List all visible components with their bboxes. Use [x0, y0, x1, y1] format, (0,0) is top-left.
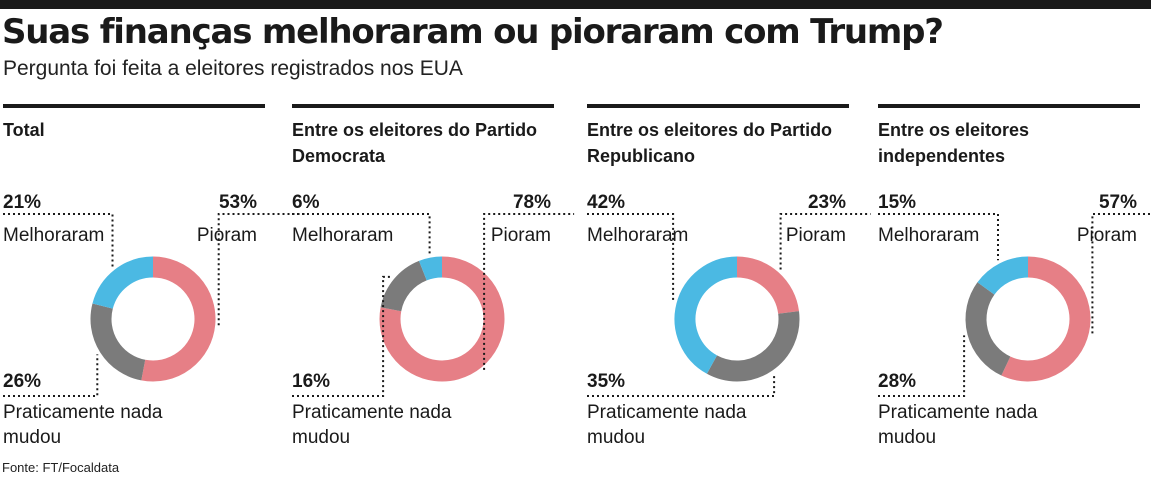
leader-line-melhoraram — [878, 213, 999, 261]
pioram-label: Pioram — [1076, 225, 1137, 246]
pioram-percent: 23% — [807, 192, 846, 213]
melhoraram-percent: 21% — [3, 192, 42, 213]
donut-chart — [3, 213, 309, 397]
top-bar — [0, 0, 1151, 9]
leader-line-melhoraram — [292, 213, 431, 255]
donut-slice-melhoraram — [92, 256, 154, 310]
nada-percent: 35% — [587, 371, 626, 392]
donut-slice-nada — [965, 282, 1011, 376]
leader-line-nada — [292, 275, 392, 397]
panel-rule — [3, 104, 265, 108]
donut-slice-melhoraram — [674, 256, 738, 374]
melhoraram-label: Melhoraram — [3, 225, 105, 246]
leader-line-pioram — [217, 213, 309, 326]
donut-panel-independentes: Entre os eleitores independentes 15% Mel… — [878, 104, 1151, 454]
donut-chart — [878, 213, 1151, 397]
nada-percent: 26% — [3, 371, 42, 392]
nada-label: Praticamente nada mudou — [878, 402, 1038, 448]
leader-line-pioram — [483, 213, 575, 370]
donut-slice-melhoraram — [977, 256, 1029, 296]
panel-rule — [878, 104, 1140, 108]
melhoraram-label: Melhoraram — [878, 225, 980, 246]
pioram-percent: 57% — [1098, 192, 1137, 213]
panel-heading: Entre os eleitores independentes — [878, 120, 1030, 166]
donut-panel-democrata: Entre os eleitores do Partido Democrata … — [292, 104, 575, 454]
leader-line-melhoraram — [587, 213, 675, 303]
nada-percent: 28% — [878, 371, 917, 392]
donut-slice-nada — [706, 311, 800, 382]
melhoraram-percent: 15% — [878, 192, 917, 213]
donut-slice-pioram — [379, 256, 505, 382]
pioram-label: Pioram — [490, 225, 551, 246]
leader-line-melhoraram — [3, 213, 114, 267]
nada-label: Praticamente nada mudou — [292, 402, 452, 448]
donut-slice-nada — [90, 303, 146, 381]
chart-subtitle: Pergunta foi feita a eleitores registrad… — [3, 57, 463, 80]
nada-label: Praticamente nada mudou — [587, 402, 747, 448]
melhoraram-label: Melhoraram — [587, 225, 689, 246]
donut-panel-total: Total 21% Melhoraram 53% Pioram 26% Prat… — [3, 104, 309, 454]
donut-slice-pioram — [736, 256, 800, 315]
panel-heading: Total — [3, 120, 45, 140]
panel-heading: Entre os eleitores do Partido Democrata — [292, 120, 538, 166]
leader-line-nada — [3, 354, 99, 397]
donut-slice-pioram — [141, 256, 216, 382]
nada-label: Praticamente nada mudou — [3, 402, 163, 448]
panel-rule — [292, 104, 554, 108]
melhoraram-label: Melhoraram — [292, 225, 394, 246]
pioram-label: Pioram — [196, 225, 257, 246]
donut-slice-nada — [380, 260, 428, 312]
panel-heading: Entre os eleitores do Partido Republican… — [587, 120, 833, 166]
melhoraram-percent: 6% — [292, 192, 320, 213]
leader-line-pioram — [779, 213, 871, 270]
donut-panel-republicano: Entre os eleitores do Partido Republican… — [587, 104, 871, 454]
donut-chart — [292, 213, 575, 397]
donut-slice-melhoraram — [418, 256, 443, 281]
chart-title: Suas finanças melhoraram ou pioraram com… — [2, 12, 944, 52]
nada-percent: 16% — [292, 371, 331, 392]
donut-slice-pioram — [1001, 256, 1091, 382]
donut-chart — [587, 213, 871, 397]
source-note: Fonte: FT/Focaldata — [2, 460, 120, 475]
leader-line-nada — [878, 335, 966, 397]
melhoraram-percent: 42% — [587, 192, 626, 213]
pioram-percent: 78% — [512, 192, 551, 213]
panel-rule — [587, 104, 849, 108]
pioram-percent: 53% — [218, 192, 257, 213]
pioram-label: Pioram — [785, 225, 846, 246]
